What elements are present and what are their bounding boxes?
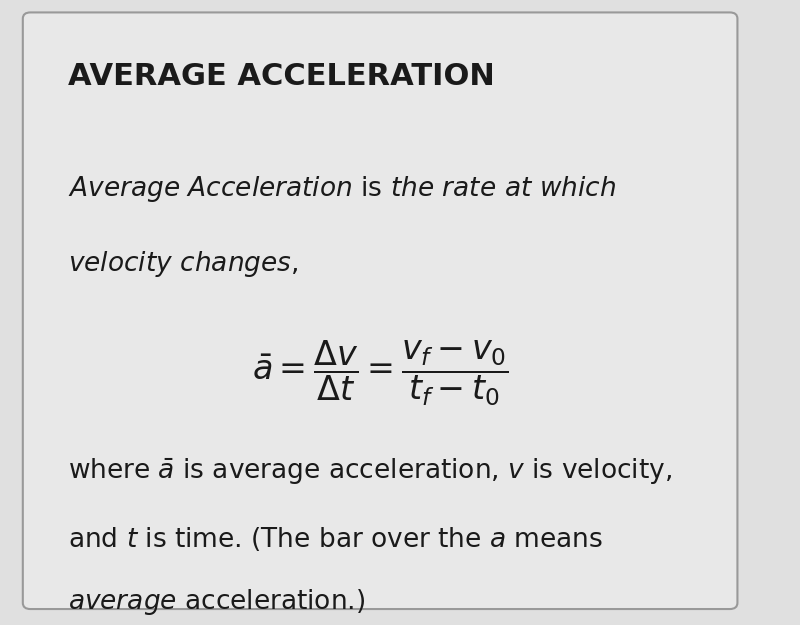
Text: where $\bar{a}$ is average acceleration, $v$ is velocity,: where $\bar{a}$ is average acceleration,… [69,457,672,487]
Text: $\it{velocity\ changes}$,: $\it{velocity\ changes}$, [69,249,298,279]
Text: AVERAGE ACCELERATION: AVERAGE ACCELERATION [69,62,495,91]
Text: $\bar{a} = \dfrac{\Delta v}{\Delta t} = \dfrac{v_f - v_0}{t_f - t_0}$: $\bar{a} = \dfrac{\Delta v}{\Delta t} = … [252,339,509,408]
FancyBboxPatch shape [23,12,738,609]
Text: $\it{average}$ acceleration.): $\it{average}$ acceleration.) [69,588,366,618]
Text: $\it{Average\ Acceleration}$ is $\it{the\ rate\ at\ which}$: $\it{Average\ Acceleration}$ is $\it{the… [69,174,617,204]
Text: and $t$ is time. (The bar over the $a$ means: and $t$ is time. (The bar over the $a$ m… [69,525,603,553]
